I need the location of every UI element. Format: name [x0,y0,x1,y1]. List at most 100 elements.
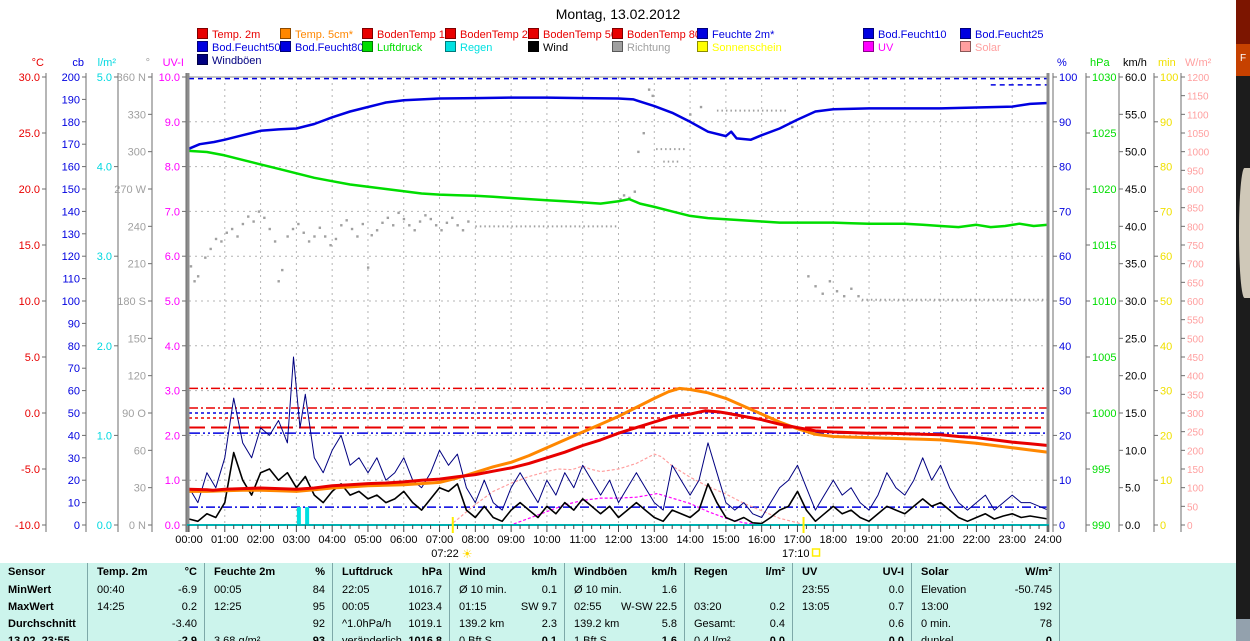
axis-tick-label: 1000 [1187,148,1210,159]
table-cell-text: Elevation [921,584,967,596]
axis-tick-label: 1200 [1187,73,1210,84]
table-cell-text: MaxWert [8,601,54,613]
axis-tick-label: 180 S [117,296,146,308]
y-axis-W/m² [1180,73,1185,532]
axis-tick-label: 450 [1187,353,1204,364]
chart-title: Montag, 13.02.2012 [555,6,681,22]
axis-tick-label: 250 [1187,428,1204,439]
y-axis-min [1153,73,1158,532]
y-axis-°C [42,73,47,532]
axis-tick-label: 330 [128,109,146,121]
x-axis-hour-label: 12:00 [605,534,633,546]
axis-tick-label: 70 [1160,206,1172,218]
table-cell-value: 84 [312,584,325,596]
legend-item: Temp. 5cm* [280,28,353,41]
x-axis-hour-label: 08:00 [462,534,490,546]
x-axis-hour-label: 23:00 [998,534,1026,546]
table-cell-text: ^1.0hPa/h [342,618,392,630]
table-cell: -3.40 [88,616,205,633]
x-axis-hour-label: 00:00 [175,534,203,546]
axis-tick-label: 270 W [114,184,146,196]
axis-tick-label: 20 [1059,430,1071,442]
legend-swatch-icon [197,54,208,65]
axis-tick-label: 20.0 [1125,371,1146,383]
axis-tick-label: 10 [1059,475,1071,487]
legend-label: UV [878,42,894,54]
legend-item: Bod.Feucht10 [863,28,947,41]
table-cell-text: 139.2 km [459,618,505,630]
axis-tick-label: 40 [1160,341,1172,353]
axis-tick-label: 1005 [1092,352,1116,364]
table-cell-text: 0.4 l/m² [694,635,731,641]
table-cell: 0 Bft S 0.1 [450,633,565,641]
legend-swatch-icon [197,41,208,52]
legend-swatch-icon [197,28,208,39]
legend-item: Bod.Feucht80 [280,41,364,54]
table-cell-text: 00:05 [342,601,370,613]
y-axis-° [148,73,153,532]
axis-tick-label: 5.0 [97,72,112,84]
table-cell-value: 92 [312,618,325,630]
y-axis-hPa [1085,73,1090,532]
table-cell: 03:20 0.2 [685,599,793,616]
axis-tick-label: 55.0 [1125,109,1146,121]
table-cell: 139.2 km 2.3 [450,616,565,633]
legend-swatch-icon [280,41,291,52]
table-cell-text: Ø 10 min. [574,584,622,596]
table-cell-text: Gesamt: [694,618,736,630]
legend-swatch-icon [960,28,971,39]
table-row-label-cell: Durchschnitt [0,616,88,633]
axis-tick-label: 120 [128,371,146,383]
x-axis-hour-label: 09:00 [497,534,525,546]
table-cell-value: 0.1 [541,584,557,596]
axis-tick-label: 550 [1187,316,1204,327]
axis-tick-label: 240 [128,221,146,233]
table-row-label-cell: MinWert [0,582,88,599]
table-cell: dunkel 0 [912,633,1060,641]
axis-tick-label: 120 [62,251,80,263]
axis-tick-label: 60 [68,386,80,398]
legend-swatch-icon [528,28,539,39]
background-window-titlebar [1236,0,1250,44]
table-cell-value: 0.0 [888,635,904,641]
table-cell-text: 22:05 [342,584,370,596]
axis-tick-label: 90 O [122,408,146,420]
table-cell-text: 14:25 [97,601,125,613]
table-cell-value: 0.6 [888,618,904,630]
table-cell: Gesamt: 0.4 [685,616,793,633]
axis-tick-label: 990 [1092,520,1110,532]
legend-label: BodenTemp 50 [543,29,617,41]
axis-tick-label: 30 [1059,386,1071,398]
legend-swatch-icon [280,28,291,39]
axis-tick-label: 10 [68,498,80,510]
axis-tick-label: 0 [74,520,80,532]
table-cell: 0.0 [793,633,912,641]
legend-label: Bod.Feucht80 [295,42,364,54]
axis-unit-label: km/h [1123,57,1147,69]
axis-tick-label: -5.0 [21,464,40,476]
table-cell: 00:05 84 [205,582,333,599]
table-cell: Temp. 2m °C [88,563,205,582]
sun-time-label: 17:10 [782,548,810,560]
table-cell-text: dunkel [921,635,954,641]
table-cell-value: 192 [1033,601,1052,613]
table-cell: 00:05 1023.4 [333,599,450,616]
x-axis-hour-label: 06:00 [390,534,418,546]
x-axis-hour-label: 05:00 [354,534,382,546]
series-windb-en [188,356,1049,518]
axis-tick-label: 800 [1187,222,1204,233]
axis-tick-label: 150 [128,333,146,345]
x-axis-hour-label: 07:00 [426,534,454,546]
table-cell-text: 0 min. [921,618,951,630]
legend-item: Luftdruck [362,41,422,54]
table-cell: 23:55 0.0 [793,582,912,599]
table-cell-value: km/h [651,566,677,578]
table-cell-text: Windböen [574,566,628,578]
axis-tick-label: 5.0 [165,296,180,308]
table-cell-value: 1.6 [661,584,677,596]
axis-tick-label: 90 [1059,117,1071,129]
axis-tick-label: 60 [134,445,146,457]
axis-tick-label: 0.0 [25,408,40,420]
axis-tick-label: 90 [1160,117,1172,129]
axis-tick-label: 130 [62,229,80,241]
